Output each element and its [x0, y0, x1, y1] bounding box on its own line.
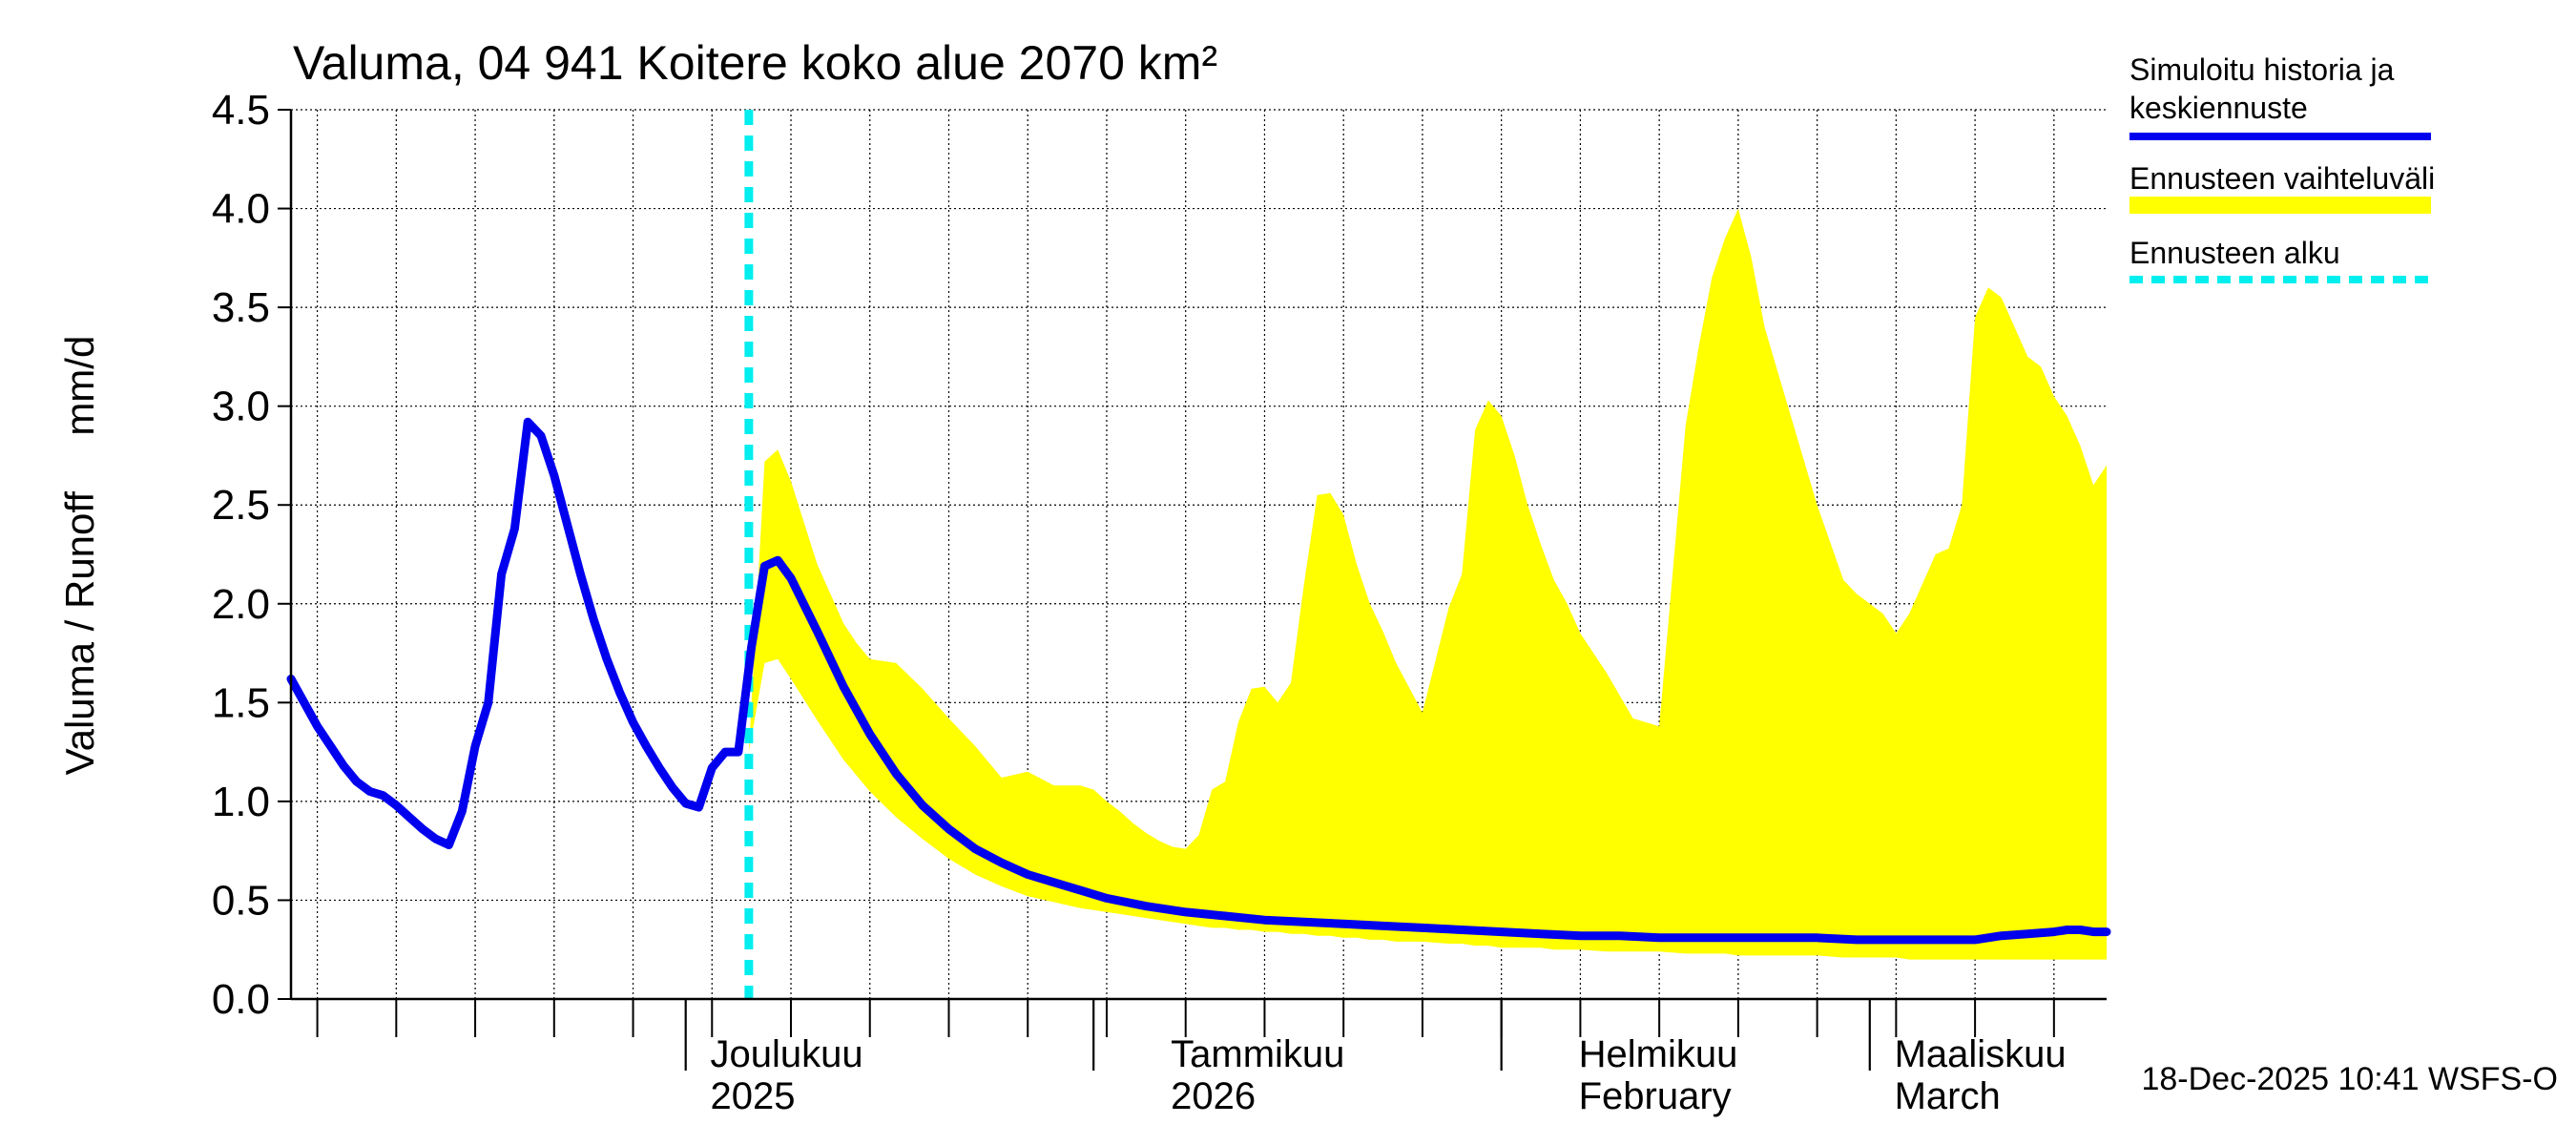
legend: Simuloitu historia ja keskiennuste Ennuste…	[2129, 52, 2435, 283]
legend-swatch-band	[2129, 197, 2431, 214]
simulated-history-line-layer	[286, 417, 2111, 945]
x-month-label: Maaliskuu	[1895, 1033, 2067, 1075]
y-tick-labels: 0.0 0.5 1.0 1.5 2.0 2.5 3.0 3.5 4.0 4.5	[212, 87, 270, 1023]
x-month-sublabel: March	[1895, 1075, 2001, 1117]
chart-title: Valuma, 04 941 Koitere koko alue 2070 km…	[293, 36, 1217, 90]
y-tick-label: 2.0	[212, 581, 270, 628]
y-tick-label: 3.5	[212, 284, 270, 331]
x-month-sublabel: 2026	[1171, 1075, 1256, 1117]
y-tick-label: 4.0	[212, 186, 270, 233]
y-tick-label: 3.0	[212, 384, 270, 430]
timestamp-label: 18-Dec-2025 10:41 WSFS-O	[2141, 1061, 2558, 1097]
axes	[278, 109, 2107, 1071]
x-month-label: Helmikuu	[1579, 1033, 1738, 1075]
y-tick-label: 1.5	[212, 679, 270, 726]
legend-label: Simuloitu historia ja	[2129, 52, 2395, 87]
y-tick-label: 0.0	[212, 976, 270, 1023]
legend-label: keskiennuste	[2129, 91, 2308, 125]
x-month-label: Tammikuu	[1171, 1033, 1344, 1075]
y-tick-label: 0.5	[212, 877, 270, 924]
y-tick-label: 2.5	[212, 482, 270, 529]
y-tick-label: 1.0	[212, 779, 270, 825]
forecast-range-band	[748, 208, 2107, 960]
legend-label: Ennusteen vaihteluväli	[2129, 161, 2435, 196]
y-axis-label: Valuma / Runoff mm/d	[57, 336, 102, 776]
x-month-sublabel: 2025	[710, 1075, 795, 1117]
legend-label: Ennusteen alku	[2129, 236, 2340, 270]
y-tick-label: 4.5	[212, 87, 270, 134]
forecast-range-band-layer	[748, 208, 2107, 960]
simulated-history-line	[286, 417, 2111, 945]
x-month-sublabel: February	[1579, 1075, 1732, 1117]
x-month-label: Joulukuu	[710, 1033, 862, 1075]
